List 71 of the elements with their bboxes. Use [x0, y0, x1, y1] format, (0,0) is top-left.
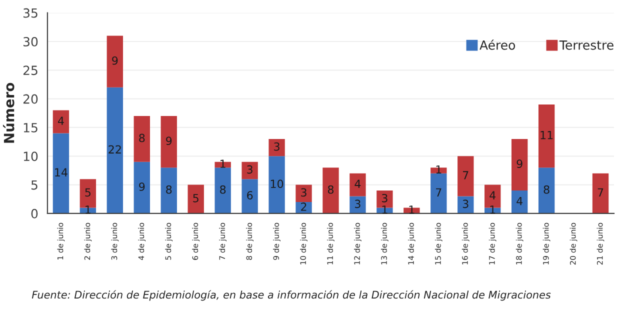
bar [538, 168, 555, 214]
data-label: 3 [355, 200, 360, 208]
data-label: 8 [328, 185, 334, 194]
bar [350, 173, 366, 196]
bar [430, 173, 447, 214]
bar [268, 156, 285, 214]
data-label: 14 [55, 168, 68, 176]
data-label: 7 [436, 188, 442, 196]
bar [214, 168, 231, 214]
bar [511, 138, 528, 191]
y-axis-title: Número [2, 82, 14, 143]
bar [134, 162, 150, 214]
y-tick-label: 20 [23, 94, 38, 104]
data-label: 9 [112, 56, 118, 65]
data-label: 9 [139, 182, 145, 191]
legend-label: Aéreo [480, 40, 516, 50]
data-label: 3 [462, 200, 468, 208]
data-label: 8 [220, 185, 226, 194]
bar [511, 190, 528, 214]
data-label: 5 [193, 194, 198, 202]
data-label: 7 [463, 171, 468, 180]
data-label: 3 [382, 194, 388, 202]
bar [296, 184, 312, 202]
data-label: 3 [274, 142, 280, 151]
bar [592, 173, 609, 214]
data-label: 1 [436, 165, 442, 174]
data-label: 5 [85, 188, 91, 197]
data-label: 4 [490, 191, 496, 200]
source-note: Fuente: Dirección de Epidemiología, en base a información de la Dirección Nacional de Migraciones [32, 290, 551, 301]
bar [322, 168, 339, 214]
bar [430, 168, 447, 174]
y-tick-label: 35 [23, 8, 38, 18]
y-tick-label: 25 [23, 66, 38, 76]
data-label: 3 [301, 188, 306, 197]
data-label: 3 [247, 165, 252, 174]
y-tick-label: 30 [23, 36, 38, 46]
data-label: 1 [220, 160, 226, 168]
bar [242, 179, 258, 214]
data-label: 10 [270, 180, 284, 188]
y-tick-label: 0 [31, 208, 38, 218]
bar [538, 104, 555, 168]
bar [160, 168, 177, 214]
data-label: 11 [540, 131, 553, 140]
bar [106, 36, 124, 88]
bar [134, 116, 150, 162]
y-tick-label: 5 [31, 180, 38, 190]
data-label: 8 [166, 185, 172, 194]
data-label: 9 [516, 160, 522, 168]
bar [188, 184, 204, 214]
bar [160, 116, 177, 168]
bar [52, 110, 70, 134]
data-label: 4 [354, 180, 361, 188]
data-label: 8 [544, 185, 550, 194]
bar [214, 162, 231, 168]
data-label: 9 [166, 136, 172, 146]
bar [268, 138, 285, 156]
data-label: 2 [301, 202, 306, 211]
bar [458, 156, 474, 196]
data-label: 6 [247, 191, 253, 200]
data-label: 8 [139, 134, 145, 142]
legend-label: Terrestre [559, 40, 614, 50]
bar [106, 87, 124, 214]
data-label: 22 [108, 145, 121, 154]
y-tick-label: 10 [24, 152, 38, 162]
y-tick-label: 15 [24, 123, 38, 132]
data-label: 4 [516, 196, 522, 206]
data-label: 7 [598, 188, 604, 196]
bar [242, 162, 258, 180]
bar [52, 133, 70, 214]
bar [350, 196, 366, 214]
data-label: 4 [58, 116, 64, 125]
